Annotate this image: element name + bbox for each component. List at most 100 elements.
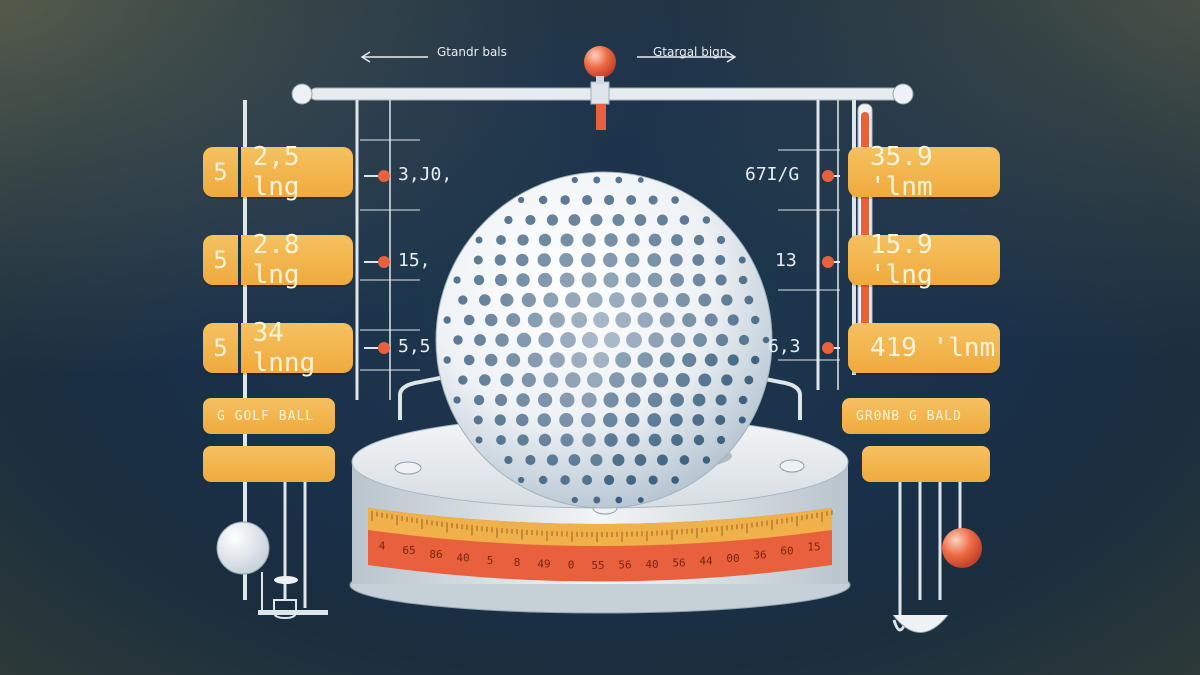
dimple bbox=[473, 274, 485, 286]
dimple bbox=[715, 254, 726, 266]
dimple bbox=[625, 412, 640, 428]
dimple bbox=[546, 454, 559, 466]
dimple bbox=[484, 313, 498, 327]
dimple bbox=[648, 332, 664, 348]
dimple bbox=[568, 454, 581, 466]
top-arrows bbox=[360, 51, 737, 63]
dimple bbox=[593, 176, 601, 184]
dimple bbox=[648, 433, 662, 447]
dimple bbox=[704, 353, 718, 367]
dimple bbox=[496, 235, 506, 245]
dimple bbox=[692, 273, 706, 287]
left-pill-value: 34 lnng bbox=[252, 318, 316, 378]
dimple bbox=[679, 215, 690, 225]
left-pill-2: 5 2.8 lng bbox=[203, 230, 353, 290]
dimple bbox=[537, 413, 551, 427]
dimple bbox=[715, 274, 727, 286]
dimple bbox=[670, 332, 686, 348]
dimple bbox=[559, 252, 574, 268]
dimple bbox=[463, 354, 475, 366]
dimple bbox=[659, 312, 675, 328]
dimple bbox=[560, 332, 576, 348]
dimple bbox=[637, 497, 644, 503]
dimple bbox=[527, 312, 543, 328]
dimple bbox=[521, 372, 536, 388]
right-pill-1: 35.9 'lnm bbox=[848, 142, 1000, 202]
dimple bbox=[565, 292, 581, 308]
dimple bbox=[538, 475, 548, 485]
dimple bbox=[560, 195, 570, 205]
dimple bbox=[494, 414, 506, 426]
dimple bbox=[603, 392, 619, 408]
dimple bbox=[738, 416, 746, 424]
dimple bbox=[453, 396, 461, 404]
dimple bbox=[568, 214, 581, 226]
scale-number: 15 bbox=[807, 540, 820, 553]
dimple bbox=[738, 275, 748, 285]
dimple bbox=[615, 496, 623, 504]
dimple bbox=[443, 356, 451, 364]
dimple bbox=[543, 372, 559, 388]
dimple bbox=[582, 332, 598, 348]
dimple bbox=[518, 476, 525, 484]
dimple bbox=[582, 233, 596, 247]
scale-number: 40 bbox=[456, 551, 469, 564]
dimple bbox=[473, 415, 483, 425]
left-tag-empty bbox=[203, 446, 335, 482]
dimple bbox=[516, 413, 529, 427]
dimple bbox=[571, 496, 578, 504]
dimple bbox=[625, 392, 641, 408]
dimple bbox=[604, 233, 618, 247]
dimple bbox=[715, 394, 727, 406]
dimple bbox=[538, 195, 548, 205]
dimple bbox=[647, 272, 663, 288]
dimple bbox=[543, 292, 559, 308]
left-tag-golf-ball: G GOLF BALL bbox=[203, 398, 335, 434]
dimple bbox=[593, 312, 610, 328]
dimple bbox=[637, 352, 653, 368]
ball-dimples bbox=[443, 176, 770, 504]
dimple bbox=[496, 435, 506, 445]
left-mid-label-3: 5,5 bbox=[398, 336, 431, 357]
dimple bbox=[582, 194, 593, 206]
dimple bbox=[625, 272, 641, 288]
dimple bbox=[560, 475, 570, 485]
dimple bbox=[647, 392, 663, 408]
dimple bbox=[518, 196, 525, 204]
dimple bbox=[506, 313, 521, 327]
scale-number: 86 bbox=[429, 548, 442, 561]
scale-number: 44 bbox=[699, 554, 713, 567]
dimple bbox=[500, 373, 514, 387]
dimple bbox=[715, 414, 726, 426]
dimple bbox=[634, 214, 647, 226]
dimple bbox=[647, 413, 662, 427]
right-pill-value: 35.9 'lnm bbox=[870, 142, 933, 202]
dimple bbox=[653, 292, 669, 308]
dimple bbox=[738, 334, 750, 346]
dimple bbox=[656, 214, 668, 226]
dimple bbox=[587, 372, 603, 388]
left-mid-label-2: 15, bbox=[398, 250, 431, 271]
dimple bbox=[670, 273, 684, 287]
dimple bbox=[692, 254, 705, 266]
dimple bbox=[670, 393, 684, 407]
dimple bbox=[656, 454, 668, 466]
dimple bbox=[458, 295, 468, 305]
dimple bbox=[453, 335, 463, 345]
pill-divider bbox=[237, 323, 241, 373]
dimple bbox=[626, 475, 637, 485]
dimple bbox=[571, 176, 578, 184]
left-mid-label-1: 3,J0, bbox=[398, 164, 453, 185]
dimple bbox=[479, 374, 491, 386]
dimple bbox=[637, 312, 653, 328]
dimple bbox=[702, 216, 711, 224]
dimple bbox=[604, 474, 615, 486]
dimple bbox=[494, 393, 508, 407]
dimple bbox=[625, 252, 640, 268]
scale-band-ticks bbox=[371, 510, 833, 542]
dimple bbox=[593, 352, 610, 368]
top-right-label: Gtargal bign bbox=[653, 45, 728, 59]
scale-number: 40 bbox=[645, 558, 658, 571]
dimple bbox=[527, 352, 543, 368]
dimple bbox=[603, 412, 618, 428]
